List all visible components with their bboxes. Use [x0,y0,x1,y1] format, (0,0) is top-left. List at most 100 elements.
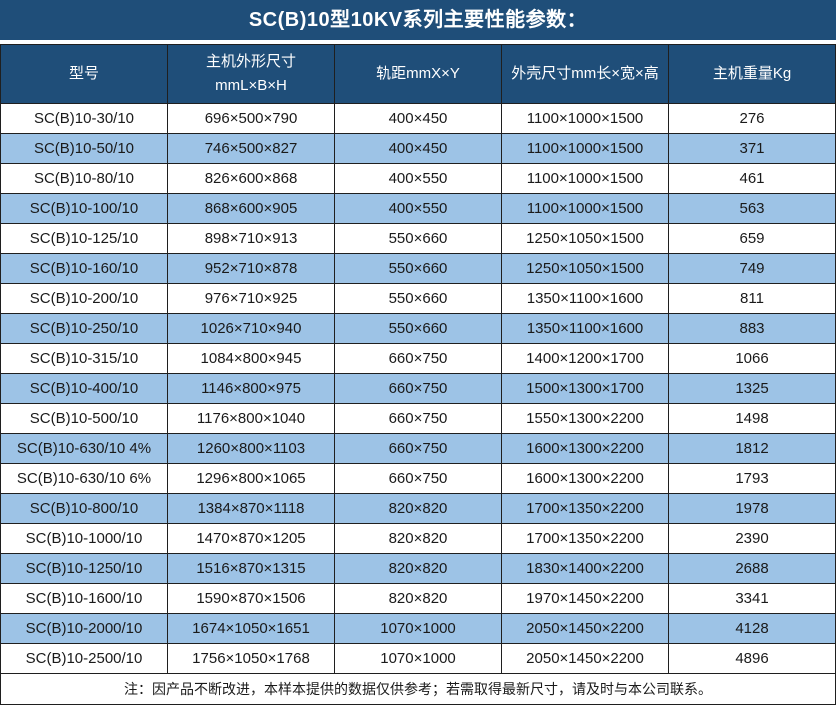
cell-shell-dimensions: 1100×1000×1500 [501,133,669,164]
table-row: SC(B)10-250/10 1026×710×940 550×660 1350×11… [0,313,836,344]
cell-rail-gauge: 400×550 [334,193,502,224]
cell-rail-gauge: 400×550 [334,163,502,194]
header-main-dimensions: 主机外形尺寸 mmL×B×H [167,44,335,104]
cell-main-dimensions: 1084×800×945 [167,343,335,374]
cell-model: SC(B)10-50/10 [0,133,168,164]
cell-model: SC(B)10-160/10 [0,253,168,284]
cell-model: SC(B)10-1250/10 [0,553,168,584]
cell-weight: 4896 [668,643,836,674]
table-row: SC(B)10-315/10 1084×800×945 660×750 1400×12… [0,343,836,374]
table-row: SC(B)10-30/10 696×500×790 400×450 1100×1000… [0,103,836,134]
table-row: SC(B)10-630/10 4% 1260×800×1103 660×750 160… [0,433,836,464]
cell-rail-gauge: 820×820 [334,583,502,614]
note-row: 注：因产品不断改进，本样本提供的数据仅供参考；若需取得最新尺寸，请及时与本公司联… [0,673,836,705]
cell-shell-dimensions: 1350×1100×1600 [501,283,669,314]
cell-model: SC(B)10-630/10 4% [0,433,168,464]
table-row: SC(B)10-100/10 868×600×905 400×550 1100×100… [0,193,836,224]
cell-main-dimensions: 1026×710×940 [167,313,335,344]
cell-weight: 4128 [668,613,836,644]
cell-main-dimensions: 1146×800×975 [167,373,335,404]
cell-model: SC(B)10-800/10 [0,493,168,524]
table-row: SC(B)10-80/10 826×600×868 400×550 1100×1000… [0,163,836,194]
cell-model: SC(B)10-2000/10 [0,613,168,644]
cell-model: SC(B)10-80/10 [0,163,168,194]
cell-rail-gauge: 820×820 [334,523,502,554]
cell-shell-dimensions: 1970×1450×2200 [501,583,669,614]
cell-shell-dimensions: 1100×1000×1500 [501,103,669,134]
cell-main-dimensions: 1756×1050×1768 [167,643,335,674]
table-row: SC(B)10-1000/10 1470×870×1205 820×820 1700×… [0,523,836,554]
cell-rail-gauge: 660×750 [334,373,502,404]
cell-rail-gauge: 550×660 [334,223,502,254]
cell-weight: 371 [668,133,836,164]
cell-main-dimensions: 1260×800×1103 [167,433,335,464]
table-row: SC(B)10-2000/10 1674×1050×1651 1070×1000 20… [0,613,836,644]
cell-main-dimensions: 976×710×925 [167,283,335,314]
cell-shell-dimensions: 1700×1350×2200 [501,523,669,554]
cell-shell-dimensions: 1250×1050×1500 [501,223,669,254]
cell-main-dimensions: 898×710×913 [167,223,335,254]
table-title: SC(B)10型10KV系列主要性能参数： [0,0,836,40]
table-row: SC(B)10-160/10 952×710×878 550×660 1250×105… [0,253,836,284]
cell-model: SC(B)10-400/10 [0,373,168,404]
cell-model: SC(B)10-125/10 [0,223,168,254]
cell-main-dimensions: 1176×800×1040 [167,403,335,434]
cell-main-dimensions: 826×600×868 [167,163,335,194]
cell-main-dimensions: 952×710×878 [167,253,335,284]
cell-shell-dimensions: 1350×1100×1600 [501,313,669,344]
cell-model: SC(B)10-2500/10 [0,643,168,674]
cell-shell-dimensions: 1550×1300×2200 [501,403,669,434]
cell-model: SC(B)10-1600/10 [0,583,168,614]
cell-rail-gauge: 820×820 [334,553,502,584]
cell-weight: 461 [668,163,836,194]
table-row: SC(B)10-125/10 898×710×913 550×660 1250×105… [0,223,836,254]
cell-weight: 563 [668,193,836,224]
cell-rail-gauge: 550×660 [334,313,502,344]
cell-model: SC(B)10-100/10 [0,193,168,224]
cell-weight: 749 [668,253,836,284]
cell-weight: 1793 [668,463,836,494]
cell-weight: 883 [668,313,836,344]
cell-weight: 1066 [668,343,836,374]
table-body: SC(B)10-30/10 696×500×790 400×450 1100×1000… [0,103,836,674]
cell-main-dimensions: 1384×870×1118 [167,493,335,524]
cell-weight: 811 [668,283,836,314]
cell-model: SC(B)10-500/10 [0,403,168,434]
cell-weight: 1812 [668,433,836,464]
cell-main-dimensions: 1674×1050×1651 [167,613,335,644]
cell-weight: 2688 [668,553,836,584]
cell-rail-gauge: 660×750 [334,343,502,374]
cell-weight: 1325 [668,373,836,404]
cell-shell-dimensions: 1600×1300×2200 [501,433,669,464]
header-row: 型号 主机外形尺寸 mmL×B×H 轨距mmX×Y 外壳尺寸mm长×宽×高 主机… [0,44,836,104]
cell-shell-dimensions: 1250×1050×1500 [501,253,669,284]
cell-rail-gauge: 820×820 [334,493,502,524]
table-row: SC(B)10-2500/10 1756×1050×1768 1070×1000 20… [0,643,836,674]
cell-shell-dimensions: 1700×1350×2200 [501,493,669,524]
cell-model: SC(B)10-630/10 6% [0,463,168,494]
table-note: 注：因产品不断改进，本样本提供的数据仅供参考；若需取得最新尺寸，请及时与本公司联… [0,673,836,705]
cell-model: SC(B)10-250/10 [0,313,168,344]
cell-rail-gauge: 660×750 [334,463,502,494]
header-shell-dimensions: 外壳尺寸mm长×宽×高 [501,44,669,104]
cell-weight: 2390 [668,523,836,554]
cell-shell-dimensions: 1500×1300×1700 [501,373,669,404]
cell-model: SC(B)10-200/10 [0,283,168,314]
cell-main-dimensions: 868×600×905 [167,193,335,224]
cell-main-dimensions: 1516×870×1315 [167,553,335,584]
spec-table: 型号 主机外形尺寸 mmL×B×H 轨距mmX×Y 外壳尺寸mm长×宽×高 主机… [0,44,836,705]
cell-weight: 276 [668,103,836,134]
cell-shell-dimensions: 1830×1400×2200 [501,553,669,584]
cell-rail-gauge: 400×450 [334,133,502,164]
cell-shell-dimensions: 2050×1450×2200 [501,613,669,644]
table-row: SC(B)10-400/10 1146×800×975 660×750 1500×13… [0,373,836,404]
cell-rail-gauge: 400×450 [334,103,502,134]
cell-rail-gauge: 550×660 [334,283,502,314]
cell-shell-dimensions: 1400×1200×1700 [501,343,669,374]
cell-rail-gauge: 1070×1000 [334,643,502,674]
cell-shell-dimensions: 1600×1300×2200 [501,463,669,494]
table-header: 型号 主机外形尺寸 mmL×B×H 轨距mmX×Y 外壳尺寸mm长×宽×高 主机… [0,44,836,104]
cell-model: SC(B)10-30/10 [0,103,168,134]
header-weight: 主机重量Kg [668,44,836,104]
